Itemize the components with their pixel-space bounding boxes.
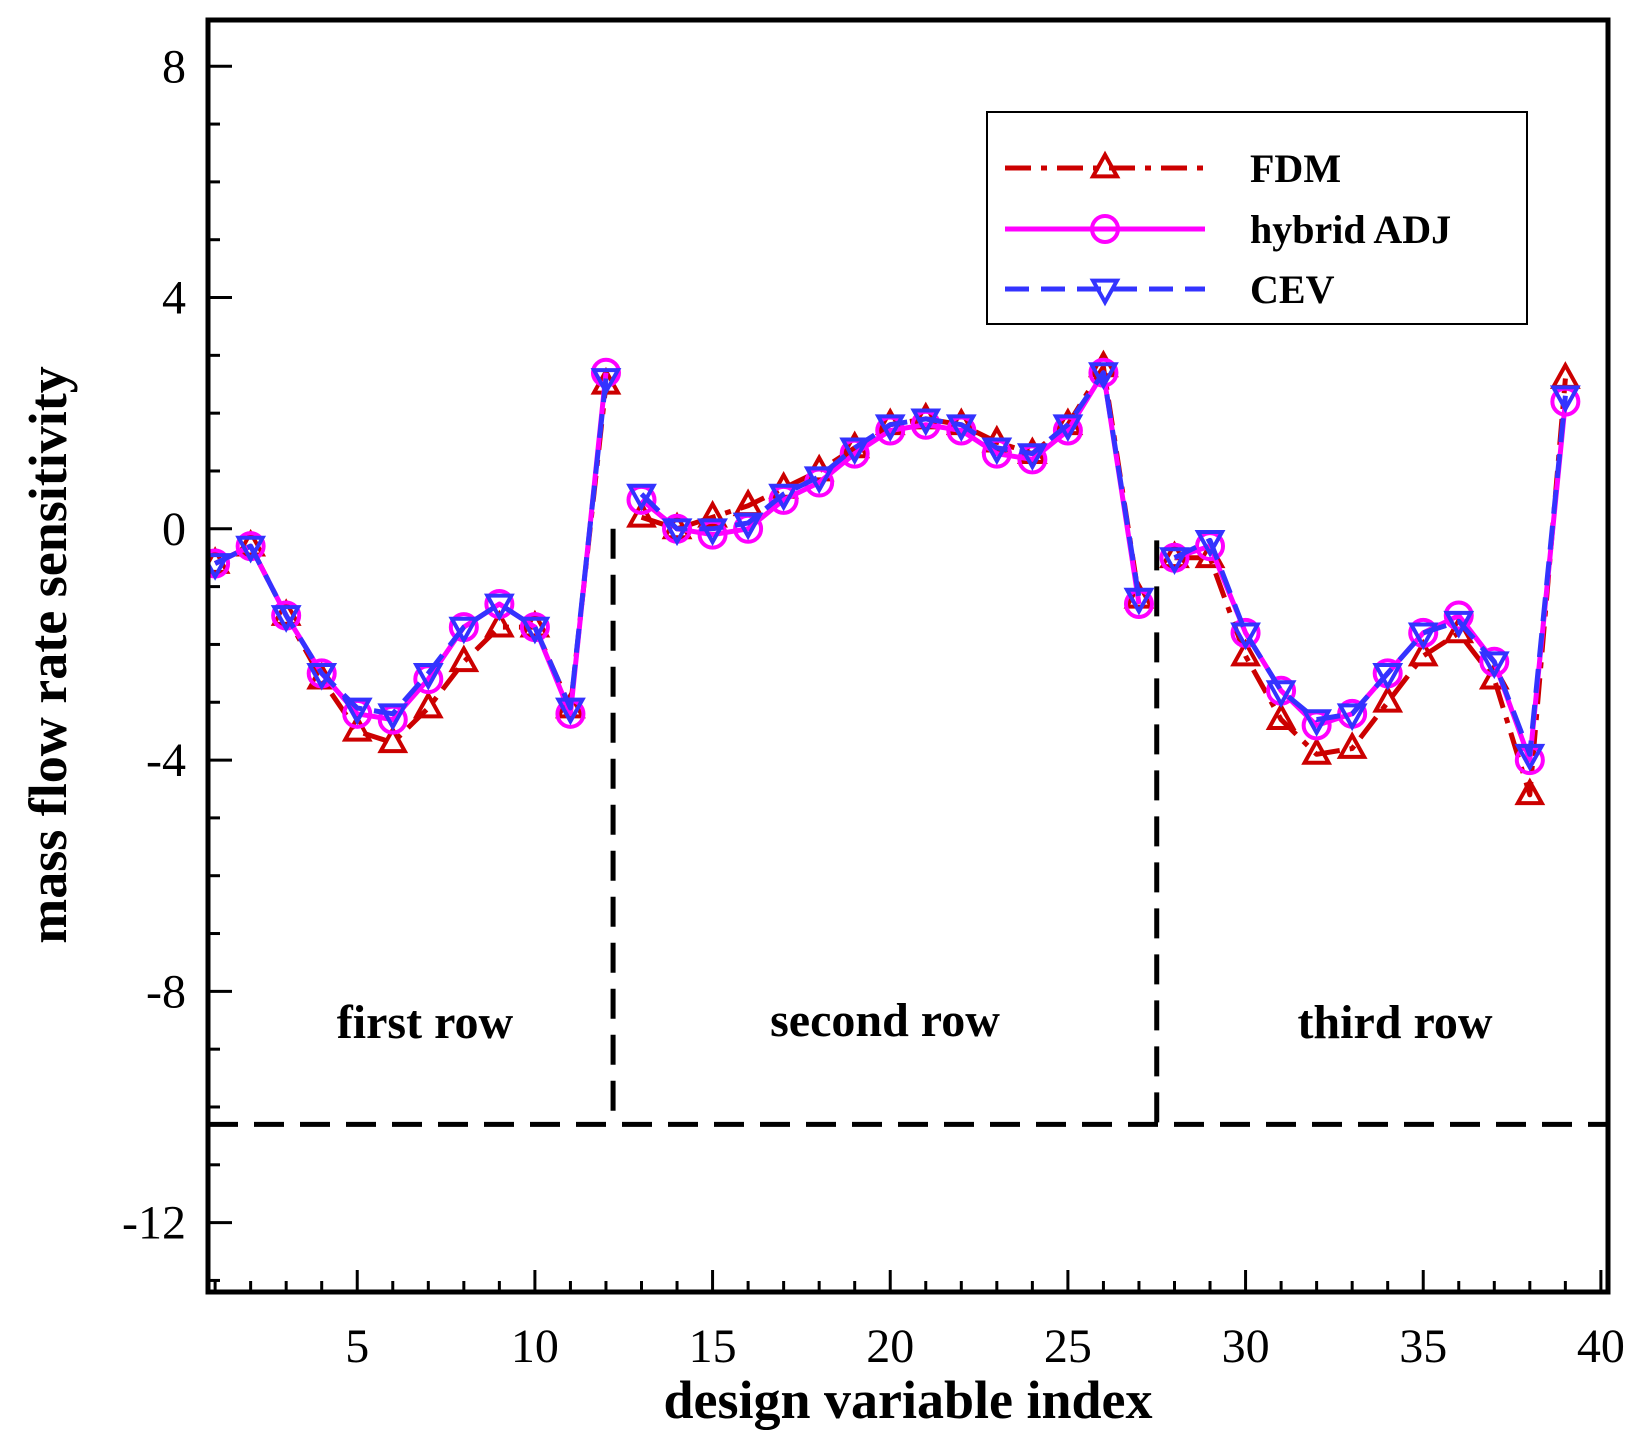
data-point-cev (661, 518, 693, 547)
series-line-cev (213, 378, 609, 717)
x-tick-label: 20 (866, 1320, 914, 1373)
y-tick-label: -8 (146, 965, 186, 1018)
data-point-fdm (1407, 638, 1439, 667)
region-label-second-row: second row (770, 994, 1000, 1047)
data-point-fdm (1336, 731, 1368, 759)
series-line-cev (639, 370, 1142, 599)
data-point-fdm (1514, 777, 1546, 806)
data-point-fdm (270, 598, 302, 626)
x-axis-title: design variable index (663, 1370, 1152, 1430)
series-line-fdm (1174, 378, 1568, 798)
legend-label-cev: CEV (1250, 267, 1335, 312)
series-layer (208, 349, 1581, 806)
data-point-fdm (235, 528, 267, 557)
y-tick-label: -4 (146, 734, 186, 787)
plot-frame (205, 17, 1611, 1295)
data-point-cev (1372, 662, 1404, 691)
data-point-cev (1159, 547, 1190, 576)
legend-marker-hybrid-adj (1090, 214, 1120, 244)
data-point-cev (945, 414, 977, 443)
data-point-fdm (1372, 684, 1404, 713)
y-tick-label: 8 (162, 40, 186, 93)
data-point-cev (235, 535, 267, 564)
data-point-fdm (1265, 702, 1297, 730)
data-point-cev (626, 483, 657, 512)
data-point-cev (1514, 743, 1546, 772)
x-tick-label: 25 (1044, 1320, 1092, 1373)
x-axis: 5 10 15 20 25 30 35 40 (213, 1270, 1625, 1373)
data-point-cev (1301, 709, 1333, 737)
data-point-cev (483, 593, 515, 622)
x-tick-label: 40 (1577, 1320, 1625, 1373)
legend-label-hybrid-adj: hybrid ADJ (1250, 207, 1451, 252)
data-point-cev (1123, 587, 1155, 616)
legend-marker-cev (1089, 278, 1121, 307)
x-tick-label: 30 (1222, 1320, 1270, 1373)
data-point-fdm (697, 499, 728, 528)
y-tick-label: 4 (162, 272, 186, 325)
data-point-cev (590, 368, 622, 396)
data-point-fdm (341, 713, 373, 742)
data-point-cev (803, 466, 835, 495)
y-tick-label: -12 (122, 1197, 186, 1250)
data-point-cev (1549, 385, 1581, 414)
data-point-cev (1194, 529, 1226, 558)
series-line-cev (1173, 395, 1568, 757)
x-tick-label: 35 (1399, 1320, 1447, 1373)
region-dividers (208, 528, 1608, 1127)
data-point-cev (981, 437, 1013, 466)
data-point-cev (555, 697, 586, 726)
series-cev (208, 362, 1581, 772)
data-point-cev (697, 518, 728, 547)
region-label-first-row: first row (337, 996, 514, 1049)
data-point-cev (1336, 703, 1368, 732)
x-tick-label: 10 (511, 1320, 559, 1373)
data-point-fdm (910, 401, 942, 430)
data-point-cev (910, 408, 942, 437)
region-label-third-row: third row (1297, 996, 1492, 1049)
legend: FDM hybrid ADJ CEV (986, 111, 1528, 325)
y-axis: 8 4 0 -4 -8 -12 (122, 40, 232, 1282)
data-point-cev (874, 414, 906, 443)
data-point-cev (1088, 362, 1119, 391)
data-point-cev (1478, 651, 1510, 680)
data-point-cev (839, 437, 871, 466)
x-tick-label: 5 (345, 1320, 369, 1373)
y-axis-title: mass flow rate sensitivity (18, 366, 78, 943)
data-point-cev (1443, 610, 1475, 639)
data-point-cev (412, 662, 444, 691)
data-point-fdm (626, 499, 657, 528)
data-point-cev (448, 616, 480, 645)
data-point-cev (732, 512, 764, 541)
legend-label-fdm: FDM (1250, 146, 1341, 191)
data-point-fdm (483, 609, 515, 638)
data-point-fdm (1301, 736, 1333, 765)
data-point-hybrid-adj (1443, 600, 1474, 631)
data-point-cev (1052, 414, 1084, 443)
data-point-cev (341, 697, 373, 726)
x-tick-label: 15 (689, 1320, 737, 1373)
data-point-fdm (1123, 580, 1155, 609)
y-tick-label: 0 (162, 503, 186, 556)
data-point-cev (377, 703, 409, 732)
data-point-cev (1230, 622, 1261, 651)
data-point-cev (1265, 680, 1297, 709)
data-point-cev (768, 483, 800, 512)
data-point-cev (1016, 443, 1048, 471)
data-point-fdm (1230, 638, 1261, 667)
legend-marker-fdm (1089, 150, 1121, 179)
data-point-fdm (448, 644, 480, 673)
data-point-cev (306, 662, 338, 691)
data-point-fdm (412, 690, 444, 719)
data-point-fdm (377, 725, 409, 754)
data-point-cev (519, 616, 551, 645)
data-point-cev (1407, 622, 1439, 651)
data-point-cev (270, 605, 302, 633)
